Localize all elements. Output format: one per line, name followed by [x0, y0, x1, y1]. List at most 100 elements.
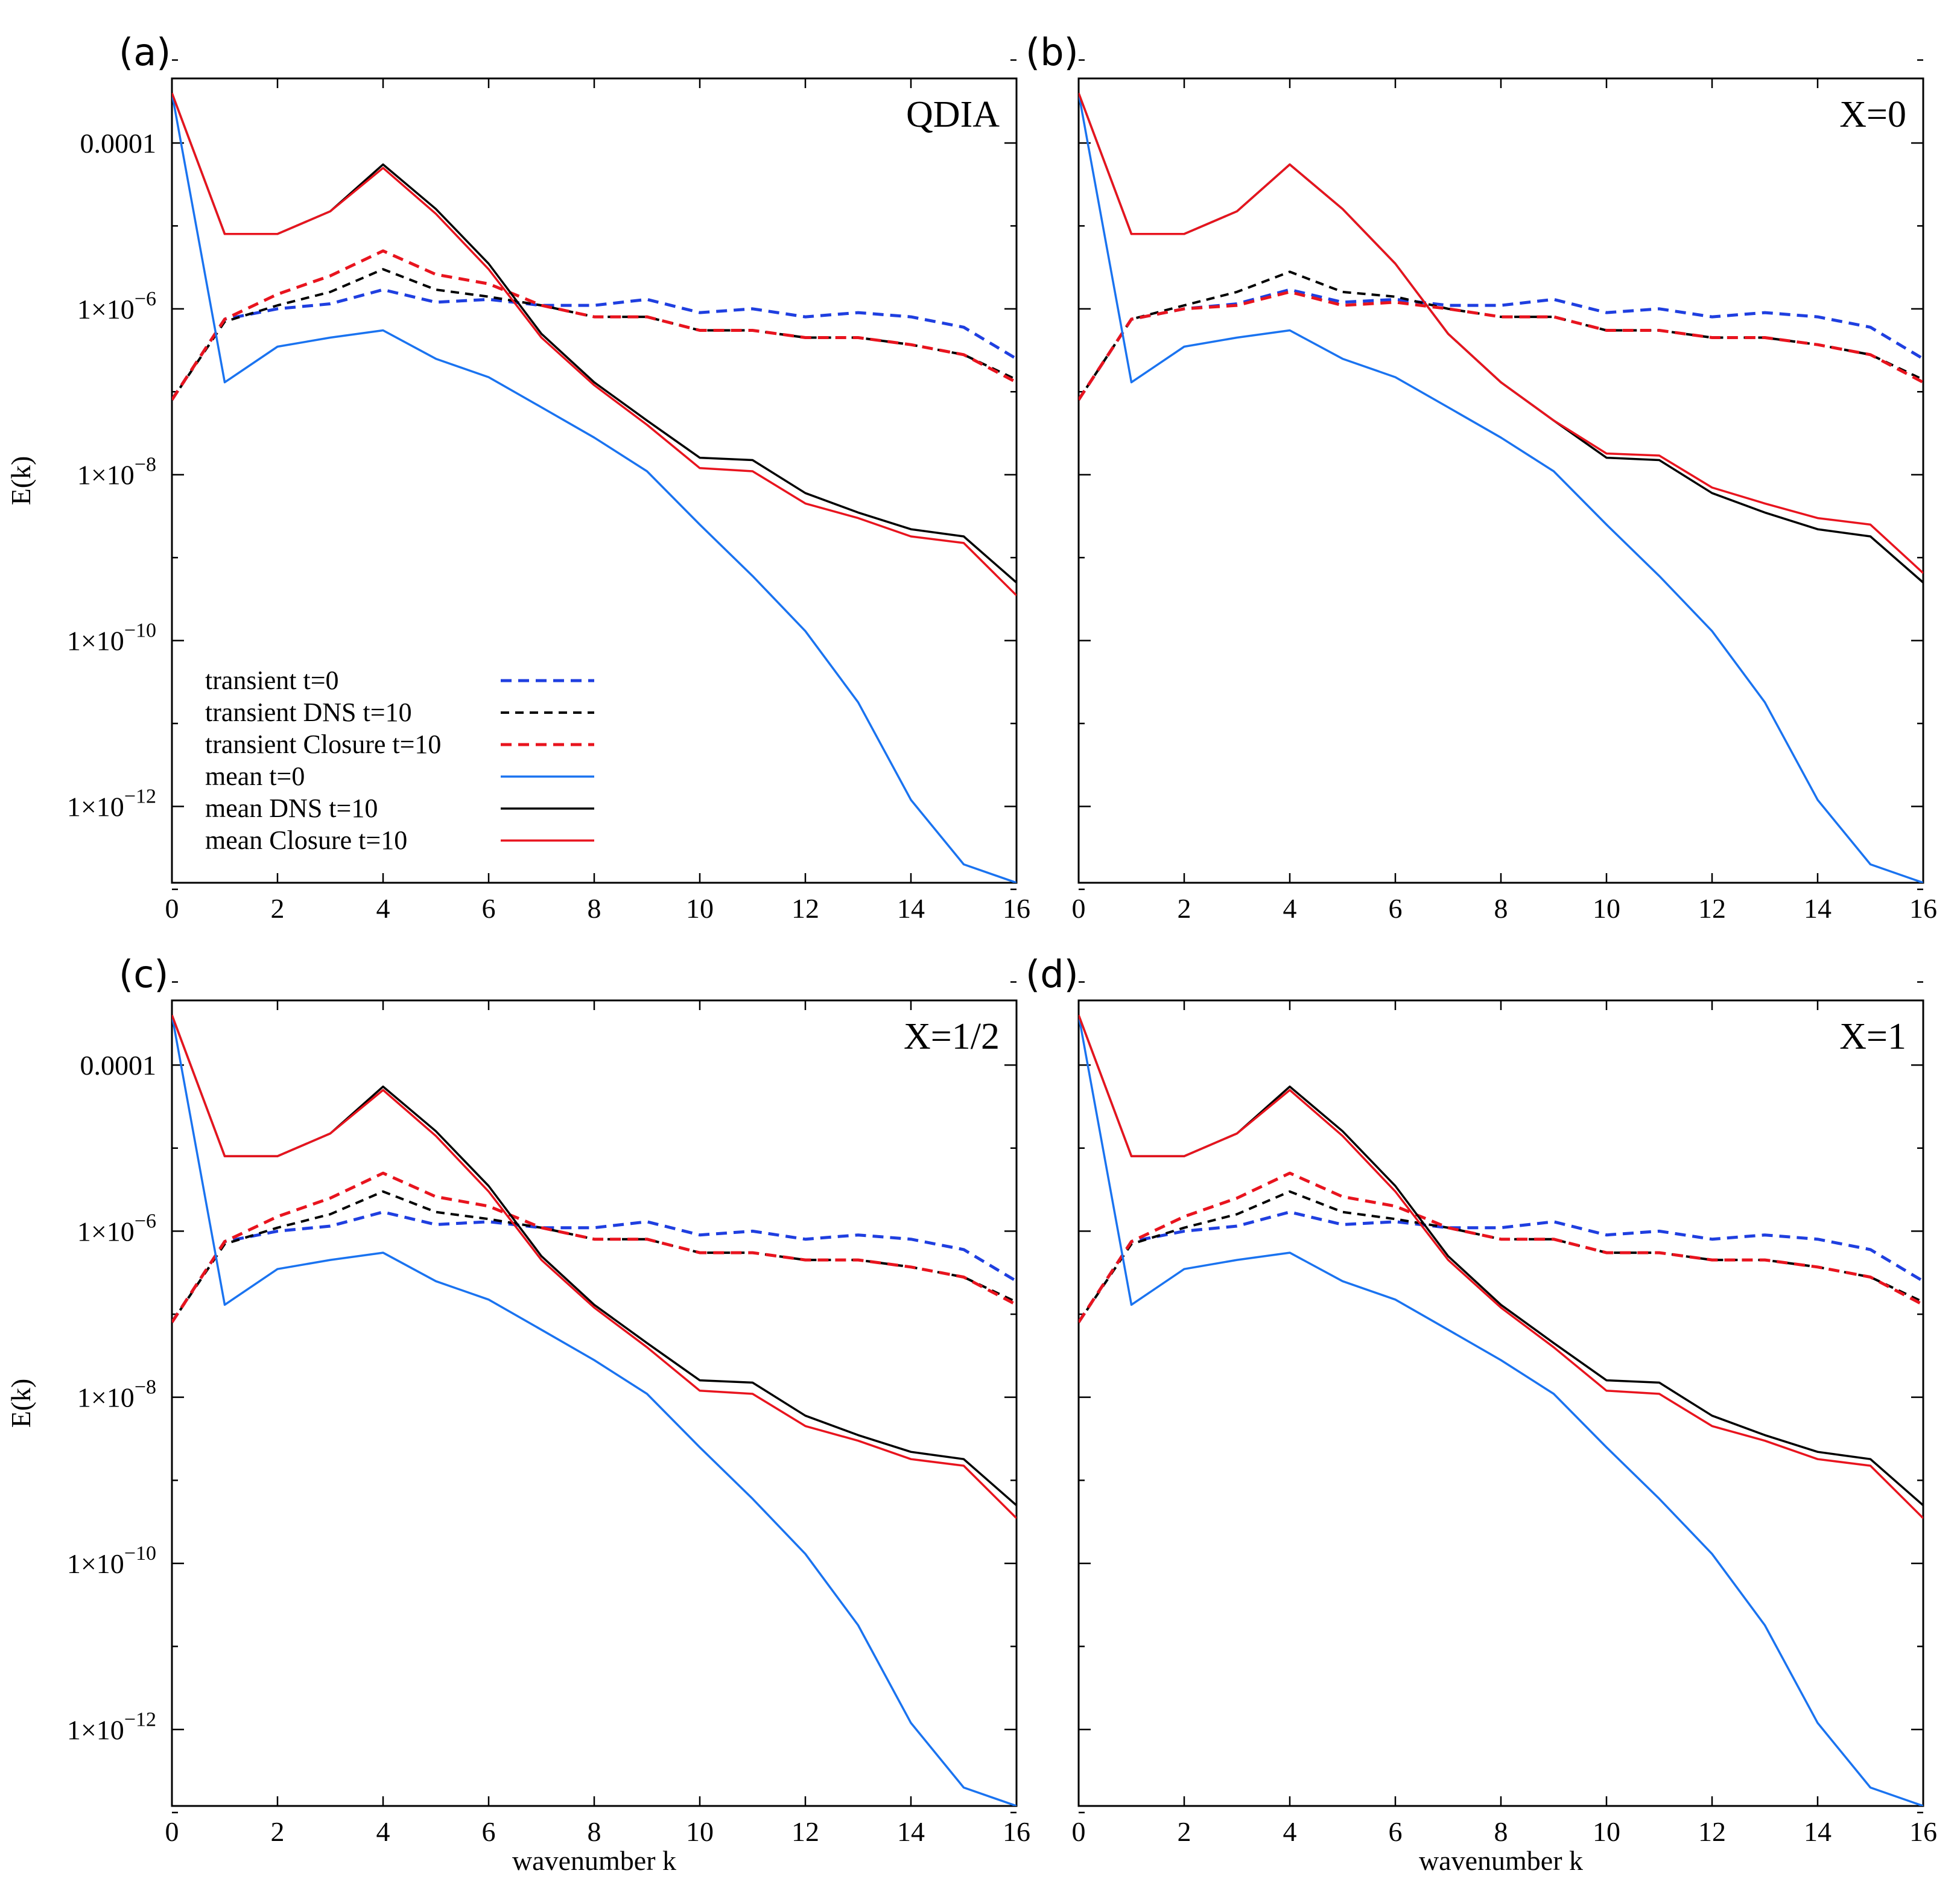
x-tick-label: 16 [1003, 893, 1030, 924]
x-tick-label: 4 [376, 893, 390, 924]
series-mean-t0 [172, 1014, 1016, 1806]
panel-title: X=0 [1839, 94, 1906, 135]
panel-b: 0 2 4 6 8 10 12 14 16 (b) X=0 [1026, 30, 1937, 924]
panel-label: (a) [119, 30, 171, 74]
x-tick-label: 6 [482, 1816, 496, 1847]
x-tick-label: 6 [482, 893, 496, 924]
legend: transient t=0 transient DNS t=10 transient… [205, 666, 594, 855]
x-axis-label: wavenumber k [1419, 1845, 1583, 1876]
x-tick-label: 8 [1494, 1816, 1508, 1847]
y-tick-label: 1×10−8 [77, 454, 156, 491]
series-transient-dns [172, 1190, 1016, 1323]
series-transient-closure [172, 1171, 1016, 1323]
series-mean-closure [1079, 92, 1923, 574]
y-axis-label: E(k) [5, 1379, 36, 1428]
series-transient-closure [1079, 1171, 1923, 1323]
series-transient-closure [1079, 290, 1923, 401]
panel-label: (c) [119, 952, 168, 996]
series-group [1079, 1014, 1923, 1806]
series-transient-t0 [172, 288, 1016, 401]
y-tick-label: 1×10−12 [67, 1708, 156, 1745]
y-tick-label: 1×10−8 [77, 1376, 156, 1413]
y-tick-label: 1×10−6 [77, 288, 156, 325]
y-tick-exponent: −8 [135, 454, 156, 476]
x-tick-label: 16 [1909, 1816, 1937, 1847]
x-tick-label: 4 [1283, 1816, 1297, 1847]
x-tick-label: 0 [1072, 893, 1086, 924]
y-tick-label: 0.0001 [80, 128, 157, 159]
panel-label: (b) [1026, 30, 1079, 74]
y-tick-label: 1×10−10 [67, 1542, 156, 1579]
x-tick-label: 14 [1804, 893, 1832, 924]
series-mean-t0 [1079, 92, 1923, 883]
legend-label: mean DNS t=10 [205, 793, 378, 823]
x-tick-label: 10 [686, 1816, 714, 1847]
series-transient-dns [1079, 270, 1923, 401]
series-mean-t0 [1079, 1014, 1923, 1806]
series-mean-dns [1079, 1014, 1923, 1507]
panel-label: (d) [1026, 952, 1079, 996]
x-tick-label: 12 [1698, 893, 1726, 924]
series-group [1079, 92, 1923, 883]
legend-label: mean Closure t=10 [205, 825, 407, 855]
series-mean-closure [1079, 1014, 1923, 1519]
series-transient-t0 [1079, 1210, 1923, 1323]
legend-label: transient Closure t=10 [205, 730, 441, 759]
y-tick-label: 1×10−12 [67, 785, 156, 822]
x-tick-label: 0 [165, 893, 179, 924]
x-tick-label: 2 [1178, 1816, 1191, 1847]
series-mean-dns [172, 1014, 1016, 1507]
y-tick-label: 1×10−6 [77, 1210, 156, 1247]
x-axis-label: wavenumber k [512, 1845, 676, 1876]
x-tick-label: 6 [1389, 1816, 1403, 1847]
panel-d: 0 2 4 6 8 10 12 14 16 wavenumber k (d) X=1 [1026, 952, 1937, 1876]
series-mean-dns [172, 92, 1016, 583]
x-tick-label: 16 [1003, 1816, 1030, 1847]
panel-c: 0 2 4 6 8 10 12 14 16 0.0001 1×10−6 1×10−8 1×10−10 1×… [5, 952, 1030, 1876]
series-mean-closure [172, 1014, 1016, 1519]
x-tick-label: 12 [791, 893, 819, 924]
y-tick-label: 1×10−10 [67, 620, 156, 656]
y-tick-exponent: −12 [124, 785, 156, 807]
y-tick-exponent: −10 [124, 1542, 156, 1565]
y-tick-exponent: −6 [135, 288, 156, 310]
y-tick-exponent: −10 [124, 620, 156, 642]
series-transient-t0 [172, 1210, 1016, 1323]
series-transient-closure [172, 249, 1016, 401]
panel-title: QDIA [906, 94, 1000, 135]
x-tick-label: 10 [1593, 893, 1620, 924]
x-tick-label: 16 [1909, 893, 1937, 924]
x-tick-label: 4 [376, 1816, 390, 1847]
x-tick-label: 10 [686, 893, 714, 924]
x-tick-label: 2 [271, 1816, 285, 1847]
x-tick-label: 4 [1283, 893, 1297, 924]
x-tick-label: 8 [588, 893, 601, 924]
y-tick-label: 0.0001 [80, 1050, 157, 1081]
x-tick-label: 6 [1389, 893, 1403, 924]
y-tick-exponent: −6 [135, 1210, 156, 1232]
x-tick-label: 14 [897, 893, 925, 924]
y-axis-label: E(k) [5, 456, 36, 506]
series-transient-dns [1079, 1190, 1923, 1323]
x-tick-label: 8 [1494, 893, 1508, 924]
x-tick-label: 2 [271, 893, 285, 924]
x-tick-label: 12 [1698, 1816, 1726, 1847]
x-tick-label: 8 [588, 1816, 601, 1847]
x-tick-label: 0 [165, 1816, 179, 1847]
panel-title: X=1 [1839, 1016, 1906, 1057]
x-tick-label: 2 [1178, 893, 1191, 924]
y-tick-exponent: −12 [124, 1708, 156, 1731]
y-tick-exponent: −8 [135, 1376, 156, 1399]
legend-label: transient t=0 [205, 666, 339, 695]
x-tick-label: 14 [897, 1816, 925, 1847]
x-tick-label: 0 [1072, 1816, 1086, 1847]
series-group [172, 92, 1016, 883]
panel-a: 0 2 4 6 8 10 12 14 16 0.0001 1×10−6 1×10−8 1×10−10 1×… [5, 30, 1030, 924]
series-mean-dns [1079, 92, 1923, 583]
series-transient-dns [172, 268, 1016, 401]
series-group [172, 1014, 1016, 1806]
panel-title: X=1/2 [904, 1016, 1000, 1057]
x-tick-label: 14 [1804, 1816, 1832, 1847]
x-tick-label: 12 [791, 1816, 819, 1847]
